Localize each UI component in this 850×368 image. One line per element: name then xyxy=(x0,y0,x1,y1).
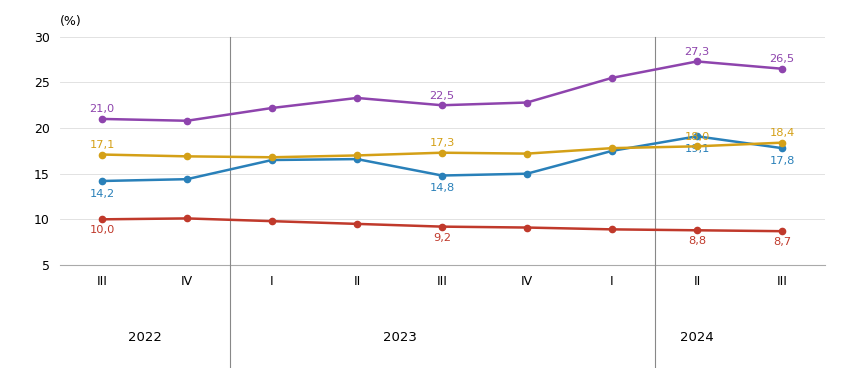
Text: (%): (%) xyxy=(60,15,82,28)
Text: 19,1: 19,1 xyxy=(684,144,710,154)
Text: 17,3: 17,3 xyxy=(429,138,455,148)
Text: 18,0: 18,0 xyxy=(684,132,710,142)
Text: 21,0: 21,0 xyxy=(89,105,115,114)
Text: 27,3: 27,3 xyxy=(684,47,710,57)
Text: 9,2: 9,2 xyxy=(433,233,451,243)
Text: 2023: 2023 xyxy=(382,332,416,344)
Text: 14,2: 14,2 xyxy=(89,189,115,199)
Text: 17,1: 17,1 xyxy=(89,140,115,150)
Text: 10,0: 10,0 xyxy=(89,225,115,235)
Text: 26,5: 26,5 xyxy=(769,54,795,64)
Text: 2022: 2022 xyxy=(128,332,162,344)
Text: 18,4: 18,4 xyxy=(769,128,795,138)
Text: 17,8: 17,8 xyxy=(769,156,795,166)
Text: 14,8: 14,8 xyxy=(429,183,455,193)
Text: 8,8: 8,8 xyxy=(688,236,706,246)
Text: 8,7: 8,7 xyxy=(773,237,791,247)
Text: 2024: 2024 xyxy=(680,332,714,344)
Text: 22,5: 22,5 xyxy=(429,91,455,101)
